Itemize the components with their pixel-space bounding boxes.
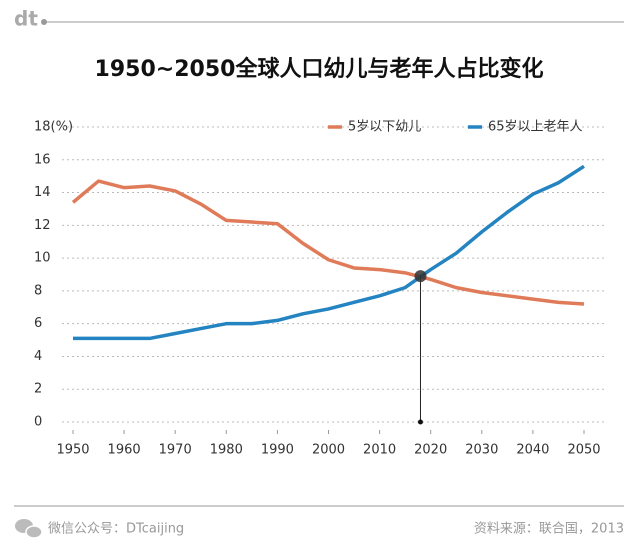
- x-tick-label: 2000: [312, 443, 345, 458]
- footer-source-right: 资料来源：联合国，2013: [474, 522, 624, 537]
- x-tick-label: 2040: [516, 443, 549, 458]
- x-tick-label: 2010: [363, 443, 396, 458]
- legend-label: 5岁以下幼儿: [348, 120, 421, 135]
- y-tick-label: 18(%): [34, 120, 73, 135]
- x-tick-label: 2020: [414, 443, 447, 458]
- y-tick-label: 8: [34, 283, 42, 298]
- y-tick-label: 10: [34, 251, 51, 266]
- footer-source-left: 微信公众号：DTcaijing: [48, 522, 184, 537]
- y-tick-label: 0: [34, 415, 42, 430]
- x-tick-label: 1950: [56, 443, 89, 458]
- x-tick-label: 2030: [465, 443, 498, 458]
- y-tick-label: 14: [34, 185, 51, 200]
- y-tick-label: 12: [34, 218, 51, 233]
- x-tick-label: 1980: [210, 443, 243, 458]
- x-tick-label: 1990: [261, 443, 294, 458]
- legend-label: 65岁以上老年人: [488, 120, 583, 135]
- crossover-foot: [417, 419, 423, 425]
- x-tick-label: 1970: [159, 443, 192, 458]
- x-tick-label: 2050: [567, 443, 600, 458]
- y-tick-label: 2: [34, 382, 42, 397]
- y-tick-label: 6: [34, 316, 42, 331]
- x-tick-label: 1960: [108, 443, 141, 458]
- wechat-icon: [15, 519, 43, 539]
- series-line: [73, 164, 585, 341]
- chart-title: 1950~2050全球人口幼儿与老年人占比变化: [95, 56, 544, 82]
- crossover-point: [414, 270, 427, 283]
- header-dot: [41, 19, 47, 25]
- y-tick-label: 16: [34, 152, 51, 167]
- logo: dt: [14, 7, 38, 31]
- y-tick-label: 4: [34, 349, 42, 364]
- series-line: [71, 179, 585, 306]
